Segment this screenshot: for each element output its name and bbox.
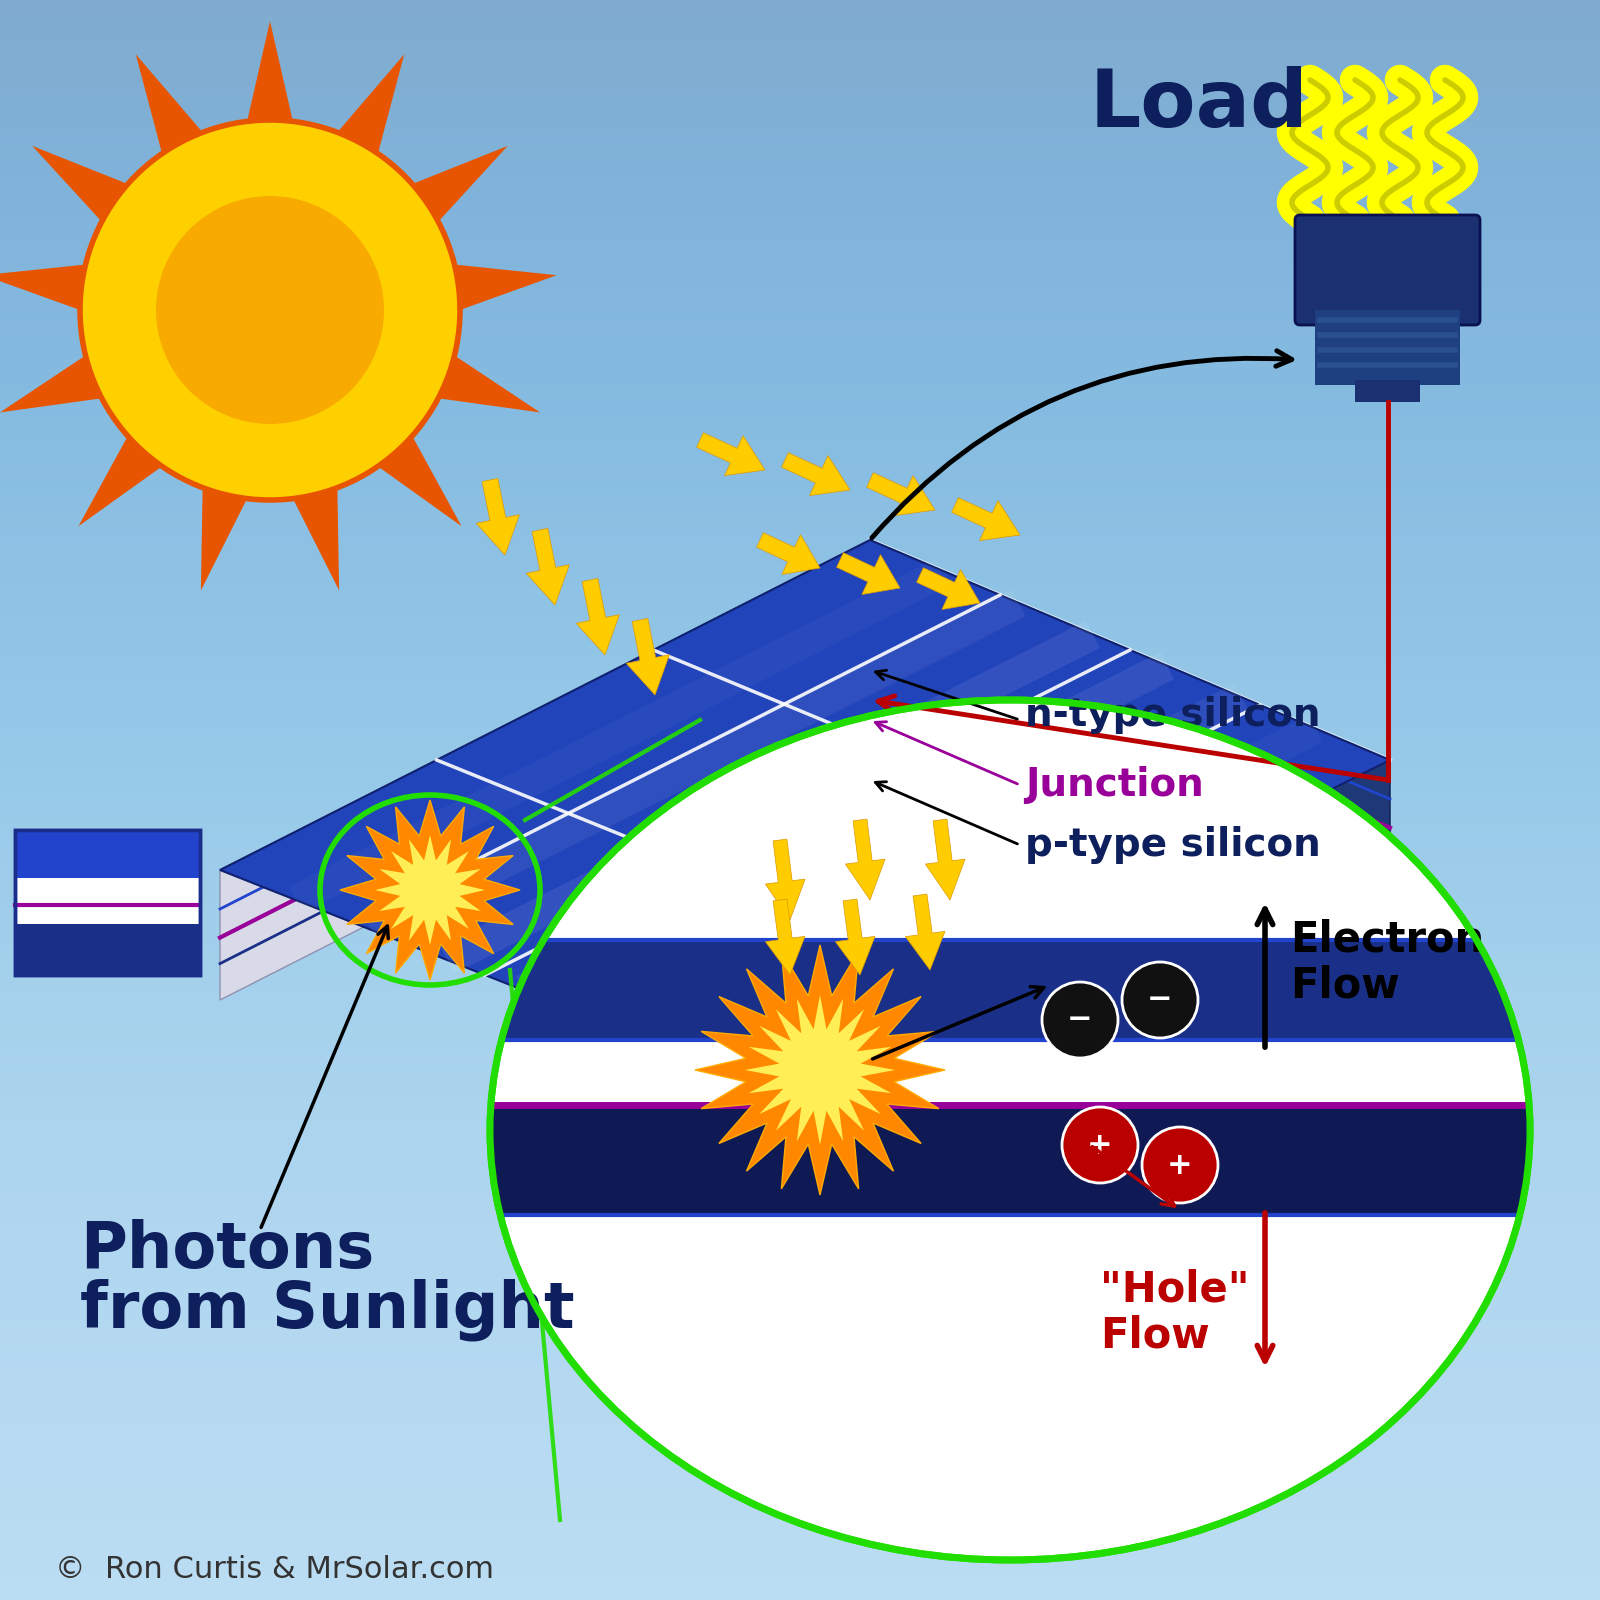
Polygon shape [870, 541, 1390, 890]
Polygon shape [765, 838, 805, 920]
Bar [490, 1106, 1530, 1214]
Polygon shape [413, 146, 507, 222]
Polygon shape [438, 355, 541, 413]
Polygon shape [782, 453, 850, 496]
Circle shape [1122, 962, 1198, 1038]
Polygon shape [0, 355, 102, 413]
Text: −: − [1147, 986, 1173, 1014]
Text: Photons: Photons [80, 1219, 374, 1282]
Polygon shape [694, 946, 946, 1195]
Polygon shape [746, 995, 894, 1146]
Text: Flow: Flow [1290, 963, 1400, 1006]
Text: Electron: Electron [1290, 918, 1485, 962]
Text: Load: Load [1090, 66, 1309, 144]
Circle shape [1042, 982, 1118, 1058]
FancyBboxPatch shape [1294, 214, 1480, 325]
Ellipse shape [490, 701, 1530, 1560]
Polygon shape [454, 264, 557, 310]
Text: Junction: Junction [1026, 766, 1203, 803]
Polygon shape [835, 899, 875, 974]
Polygon shape [293, 488, 339, 590]
Bar [14, 925, 200, 974]
Circle shape [80, 120, 461, 499]
Polygon shape [837, 552, 899, 595]
FancyArrowPatch shape [872, 350, 1291, 538]
Text: Flow: Flow [1101, 1314, 1210, 1357]
Bar [14, 830, 200, 878]
Text: +: + [1166, 1150, 1194, 1179]
Polygon shape [221, 541, 1390, 1080]
Text: "Hole": "Hole" [1101, 1269, 1250, 1310]
Polygon shape [202, 488, 246, 590]
Polygon shape [952, 498, 1021, 541]
Text: −: − [1067, 1005, 1093, 1035]
Circle shape [1142, 1126, 1218, 1203]
Polygon shape [757, 533, 819, 574]
Polygon shape [917, 568, 979, 610]
Polygon shape [374, 835, 485, 946]
Polygon shape [867, 472, 934, 515]
Bar [14, 830, 200, 974]
Polygon shape [925, 819, 965, 899]
Polygon shape [246, 21, 293, 122]
Bar [490, 939, 1530, 1040]
Polygon shape [136, 54, 203, 154]
Text: p-type silicon: p-type silicon [1026, 826, 1320, 864]
Polygon shape [477, 478, 520, 555]
Polygon shape [906, 894, 946, 970]
Polygon shape [576, 579, 619, 654]
Polygon shape [0, 264, 85, 310]
Circle shape [157, 195, 384, 424]
Polygon shape [526, 528, 570, 605]
Bar [1315, 310, 1459, 386]
Polygon shape [338, 54, 405, 154]
Polygon shape [32, 146, 128, 222]
Polygon shape [765, 899, 805, 974]
Bar [1355, 379, 1421, 402]
Text: +: + [1086, 1131, 1114, 1160]
Text: from Sunlight: from Sunlight [80, 1278, 574, 1341]
Polygon shape [626, 619, 669, 694]
Polygon shape [845, 819, 885, 899]
Polygon shape [378, 435, 461, 526]
Polygon shape [221, 541, 870, 1000]
Polygon shape [696, 432, 765, 475]
Polygon shape [78, 435, 162, 526]
Text: ©  Ron Curtis & MrSolar.com: © Ron Curtis & MrSolar.com [54, 1555, 494, 1584]
Polygon shape [339, 800, 520, 979]
Bar [14, 830, 200, 974]
Text: n-type silicon: n-type silicon [1026, 696, 1320, 734]
Circle shape [1062, 1107, 1138, 1182]
